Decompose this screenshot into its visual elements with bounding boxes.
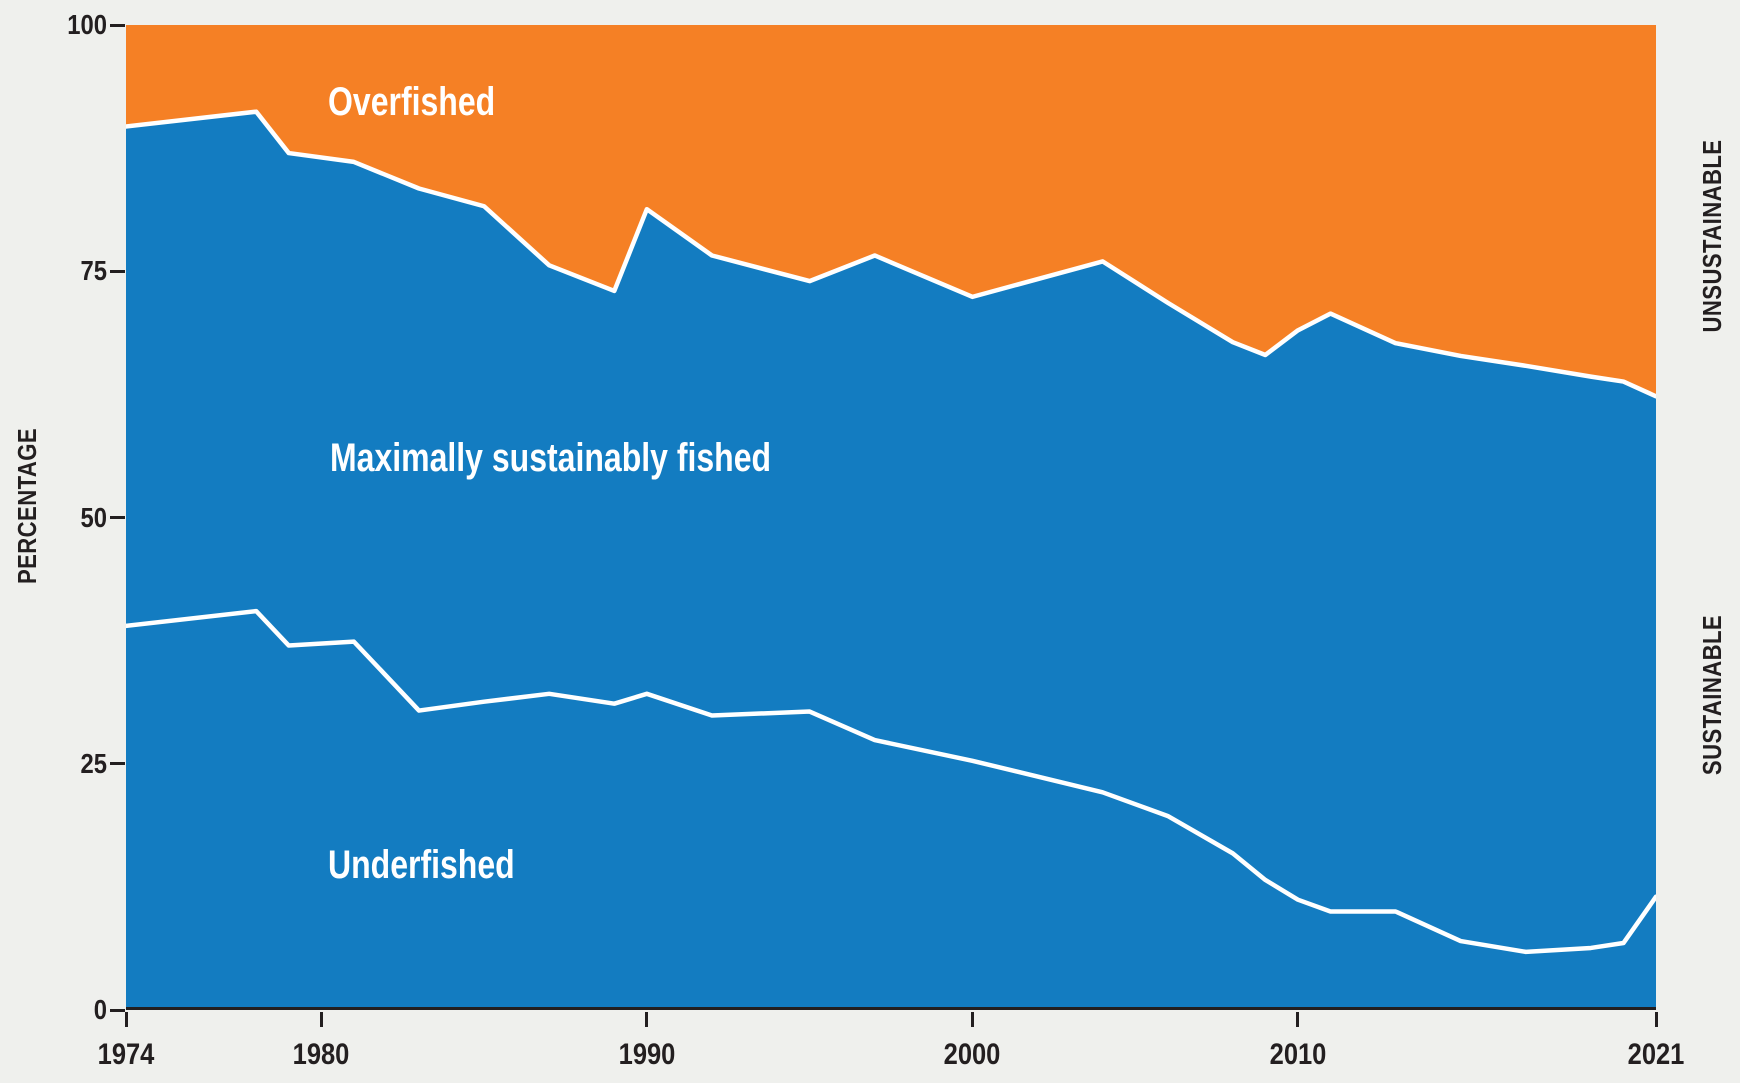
x-tick-2021 [1654, 1012, 1658, 1027]
x-tick-1980 [319, 1012, 323, 1027]
area-sustainable [126, 111, 1656, 1010]
y-tick-label-100: 100 [67, 9, 107, 40]
plot-area: Overfished Maximally sustainably fished … [126, 25, 1656, 1010]
x-tick-1990 [645, 1012, 649, 1027]
y-tick-label-75: 75 [80, 255, 107, 287]
series-label-maximally-sustainably-fished: Maximally sustainably fished [330, 436, 772, 480]
y-tick-label-0: 0 [93, 994, 107, 1025]
right-label-unsustainable: UNSUSTAINABLE [1697, 139, 1727, 333]
y-tick-label-25: 25 [80, 747, 107, 779]
x-tick-label-2021: 2021 [1627, 1038, 1685, 1071]
series-label-overfished: Overfished [328, 80, 496, 124]
right-label-sustainable: SUSTAINABLE [1697, 614, 1727, 776]
x-tick-label-1974: 1974 [97, 1038, 155, 1071]
x-tick-label-1980: 1980 [292, 1038, 350, 1071]
line-sustainable-boundary [126, 109, 1656, 399]
line-underfished-boundary [126, 608, 1656, 955]
y-tick-0 [110, 1008, 125, 1012]
x-tick-label-2000: 2000 [944, 1038, 1001, 1071]
x-tick-2010 [1296, 1012, 1300, 1027]
y-tick-75 [110, 269, 125, 273]
y-tick-100 [110, 23, 125, 27]
stacked-area-chart [126, 25, 1656, 1010]
y-tick-25 [110, 762, 125, 766]
series-label-underfished: Underfished [328, 843, 515, 887]
x-tick-1974 [124, 1012, 128, 1027]
x-tick-label-1990: 1990 [618, 1038, 676, 1071]
x-tick-2000 [970, 1012, 974, 1027]
y-tick-50 [110, 516, 125, 519]
y-tick-label-50: 50 [80, 501, 107, 533]
x-tick-label-2010: 2010 [1269, 1038, 1327, 1071]
